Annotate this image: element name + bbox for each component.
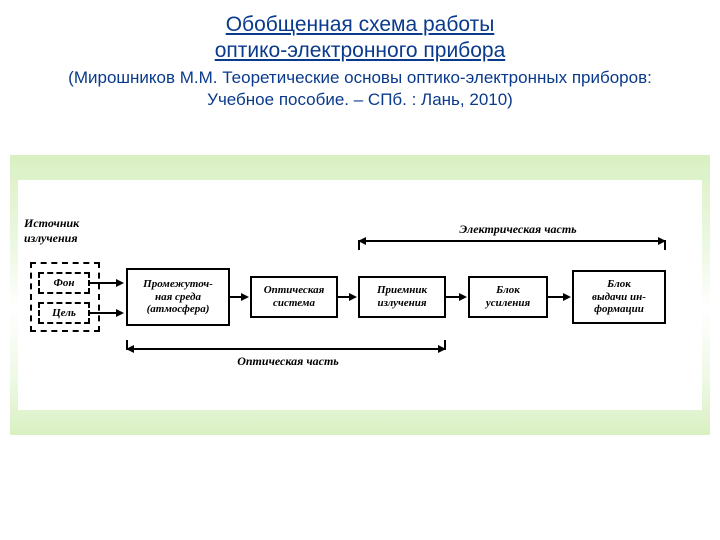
title-line-1: Обобщенная схема работы bbox=[226, 13, 495, 36]
page-subtitle: (Мирошников М.М. Теоретические основы оп… bbox=[0, 67, 720, 111]
bracket-electrical-arrow-r bbox=[658, 237, 666, 245]
label-source: Источник излучения bbox=[24, 216, 110, 246]
node-tsel: Цель bbox=[38, 302, 90, 324]
arrow-tsel-medium bbox=[90, 312, 118, 314]
bracket-electrical-arrow-l bbox=[358, 237, 366, 245]
node-medium: Промежуточ- ная среда (атмосфера) bbox=[126, 268, 230, 326]
node-fon: Фон bbox=[38, 272, 90, 294]
node-receiver: Приемник излучения bbox=[358, 276, 446, 318]
bracket-electrical-line bbox=[358, 240, 666, 242]
label-optical: Оптическая часть bbox=[198, 354, 378, 369]
node-output: Блок выдачи ин- формации bbox=[572, 270, 666, 324]
bracket-optical-arrow-r bbox=[438, 345, 446, 353]
node-optsys: Оптическая система bbox=[250, 276, 338, 318]
arrowhead-medium-optsys bbox=[241, 293, 249, 301]
bracket-optical-arrow-l bbox=[126, 345, 134, 353]
bracket-optical-line bbox=[126, 348, 446, 350]
arrowhead-fon-medium bbox=[116, 279, 124, 287]
arrowhead-optsys-receiver bbox=[349, 293, 357, 301]
arrowhead-tsel-medium bbox=[116, 309, 124, 317]
arrow-fon-medium bbox=[90, 282, 118, 284]
label-electrical: Электрическая часть bbox=[418, 222, 618, 237]
title-line-2: оптико-электронного прибора bbox=[215, 39, 506, 62]
diagram-canvas: Источник излучения Фон Цель Промежуточ- … bbox=[18, 180, 702, 410]
arrowhead-receiver-amp bbox=[459, 293, 467, 301]
page-title: Обобщенная схема работы оптико-электронн… bbox=[0, 12, 720, 65]
node-amp: Блок усиления bbox=[468, 276, 548, 318]
arrowhead-amp-output bbox=[563, 293, 571, 301]
header: Обобщенная схема работы оптико-электронн… bbox=[0, 0, 720, 111]
diagram-area: Источник излучения Фон Цель Промежуточ- … bbox=[10, 155, 710, 435]
